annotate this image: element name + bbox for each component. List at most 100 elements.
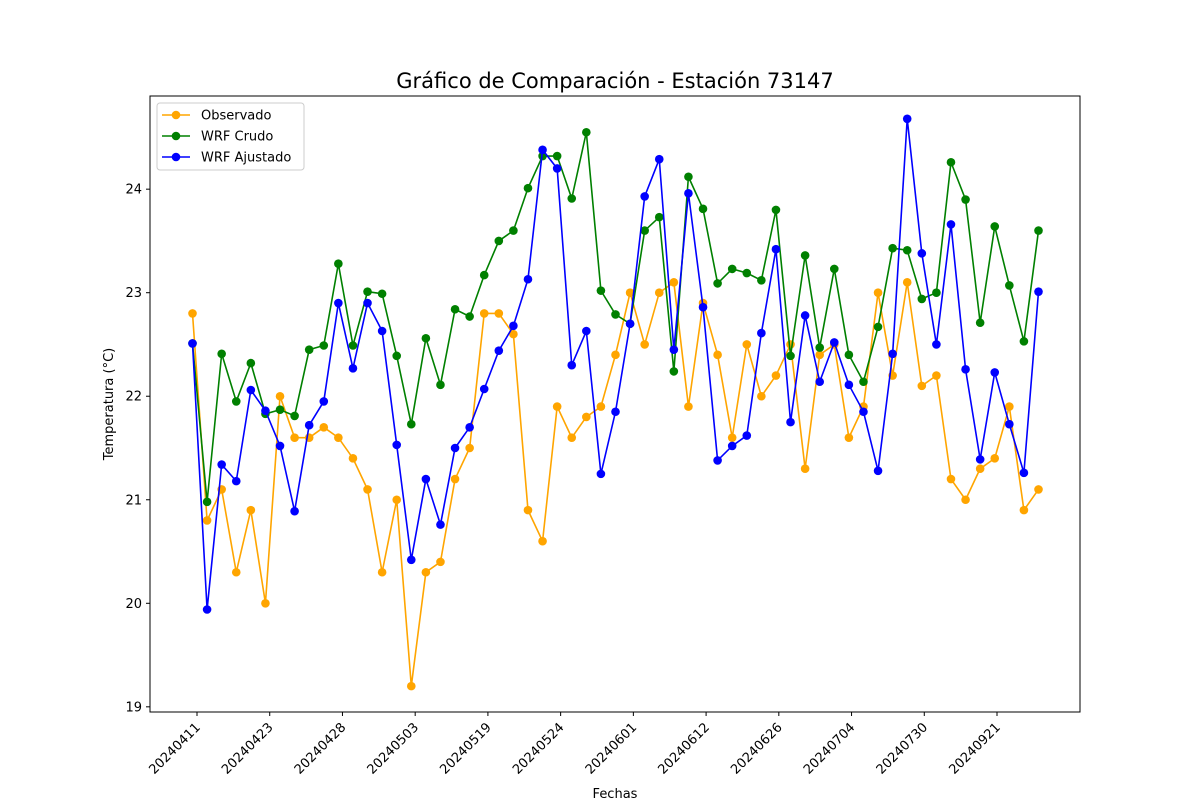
data-point: [800, 311, 810, 320]
legend-label: WRF Ajustado: [201, 151, 291, 166]
data-point: [640, 226, 649, 235]
data-point: [582, 412, 591, 422]
data-point: [363, 485, 372, 494]
data-point: [654, 212, 664, 222]
data-point: [275, 391, 285, 401]
data-point: [844, 350, 854, 360]
data-point: [932, 340, 941, 349]
data-point: [917, 249, 927, 258]
y-tick-label: 20: [125, 597, 142, 612]
data-point: [188, 309, 197, 318]
x-tick-label: 20240626: [728, 720, 785, 777]
data-point: [406, 681, 416, 691]
x-tick-label: 20240423: [219, 720, 276, 777]
data-point: [596, 402, 606, 411]
data-point: [829, 264, 839, 274]
data-point: [611, 407, 620, 417]
data-point: [786, 417, 795, 427]
data-point: [450, 443, 460, 453]
data-point: [975, 464, 985, 474]
data-point: [1034, 485, 1043, 494]
data-point: [669, 345, 679, 354]
data-point: [509, 321, 518, 331]
series-1: [188, 127, 1043, 507]
data-point: [465, 443, 474, 453]
data-point: [990, 454, 1000, 463]
series-line-0: [191, 280, 1040, 687]
data-point: [436, 520, 445, 529]
series-layer: [188, 114, 1043, 691]
data-point: [946, 220, 956, 229]
data-point: [538, 145, 547, 155]
data-point: [742, 268, 752, 278]
data-point: [304, 420, 314, 430]
data-point: [611, 350, 620, 360]
data-point: [654, 288, 664, 298]
data-point: [961, 195, 970, 204]
data-point: [1019, 468, 1029, 478]
chart-title: Gráfico de Comparación - Estación 73147: [396, 69, 833, 93]
data-point: [494, 236, 504, 246]
data-point: [552, 151, 562, 161]
data-point: [261, 598, 270, 608]
data-point: [771, 244, 781, 254]
data-point: [552, 402, 562, 411]
data-point: [377, 326, 387, 336]
data-point: [684, 189, 693, 198]
data-point: [567, 433, 577, 442]
data-point: [202, 516, 212, 525]
data-point: [946, 474, 956, 484]
legend-swatch-marker: [171, 152, 181, 162]
x-tick-label: 20240428: [292, 720, 349, 777]
data-point: [436, 380, 445, 390]
series-line-2: [191, 118, 1040, 610]
data-point: [1034, 226, 1043, 235]
data-point: [494, 346, 504, 355]
data-point: [640, 192, 649, 201]
data-point: [406, 555, 416, 565]
data-point: [246, 385, 256, 395]
y-tick-label: 22: [125, 390, 142, 405]
data-point: [669, 278, 679, 287]
legend-swatch-marker: [171, 110, 181, 120]
data-point: [523, 505, 533, 515]
data-point: [844, 433, 854, 442]
legend-label: Observado: [201, 109, 272, 124]
data-point: [873, 466, 883, 476]
data-point: [334, 298, 343, 308]
data-point: [538, 536, 547, 546]
data-point: [713, 350, 722, 360]
data-point: [334, 433, 343, 442]
data-point: [990, 368, 1000, 377]
data-point: [742, 340, 752, 349]
data-point: [1005, 281, 1014, 290]
data-point: [188, 339, 197, 348]
data-point: [319, 422, 329, 432]
data-point: [961, 495, 970, 505]
data-point: [465, 422, 474, 432]
data-point: [231, 476, 241, 486]
data-point: [334, 259, 343, 269]
data-point: [450, 304, 460, 314]
y-tick-label: 24: [125, 183, 142, 198]
data-point: [975, 455, 985, 464]
data-point: [392, 495, 402, 505]
data-point: [217, 349, 226, 359]
data-point: [377, 567, 387, 577]
data-point: [757, 275, 766, 285]
data-point: [873, 288, 883, 298]
data-point: [596, 286, 606, 295]
data-point: [465, 312, 474, 321]
y-axis-label: Temperatura (°C): [102, 348, 117, 461]
data-point: [377, 289, 387, 299]
x-tick-label: 20240411: [146, 720, 203, 777]
data-point: [961, 365, 970, 374]
data-point: [479, 384, 489, 394]
legend-frame: [156, 102, 305, 171]
data-point: [596, 469, 606, 479]
data-point: [246, 505, 256, 515]
data-point: [859, 407, 868, 417]
data-point: [231, 567, 241, 577]
data-point: [1005, 402, 1014, 411]
